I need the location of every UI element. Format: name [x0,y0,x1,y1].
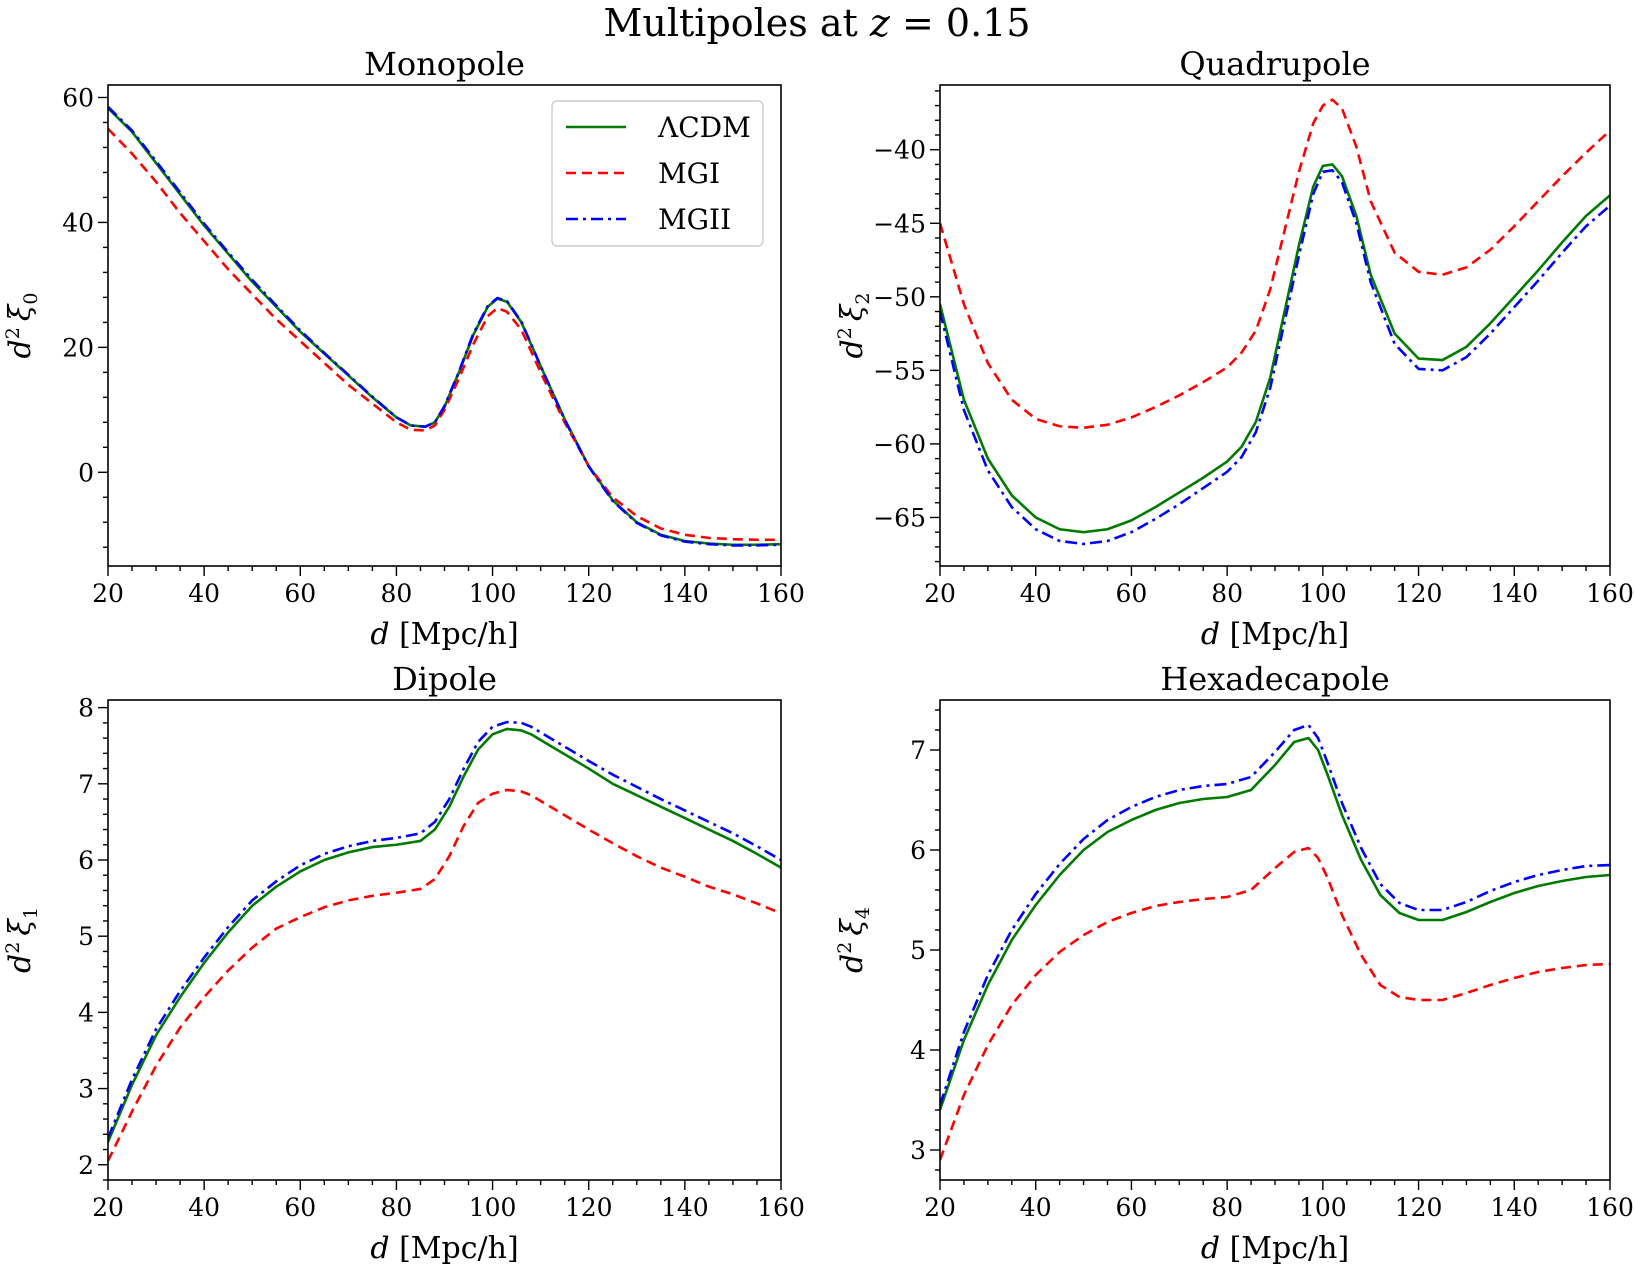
x-axis-label: d [Mpc/h] [370,617,518,652]
x-axis-label: d [Mpc/h] [1201,617,1349,652]
series-line-mgii [108,105,781,547]
y-axis-label: d2ξ0 [2,293,42,359]
x-tick-label: 60 [1116,579,1148,608]
y-tick-label: −45 [873,209,926,238]
y-tick-label: 5 [78,922,94,951]
y-tick-label: 2 [78,1151,94,1180]
axes-frame [939,84,1611,567]
y-tick-label: 6 [910,836,926,865]
panel-monopole: Monopole 20 40 60 80 100 120 140 160 0 20 40 60 d [Mp… [2,45,805,652]
y-tick-label: 7 [910,736,926,765]
legend-label: MGI [658,157,720,190]
x-tick-label: 100 [1299,579,1347,608]
x-tick-label: 80 [1211,1193,1243,1222]
series-line-mgi [108,788,781,1162]
figure-title: Multipoles at z = 0.15 [603,1,1030,45]
legend-label: ΛCDM [657,111,751,144]
legend-label: MGII [658,203,731,236]
series-line-mgi [940,846,1610,1161]
axes-frame [939,699,1611,1181]
x-tick-label: 80 [381,1193,413,1222]
x-tick-label: 20 [924,1193,956,1222]
axes-frame [107,699,782,1181]
panels-group: Monopole 20 40 60 80 100 120 140 160 0 20 40 60 d [Mp… [2,45,1634,1266]
x-tick-label: 40 [188,579,220,608]
series-line-lcdm [940,163,1610,534]
x-tick-label: 120 [565,1193,613,1222]
panel-title: Hexadecapole [1160,660,1389,698]
x-tick-label: 160 [757,1193,805,1222]
y-tick-label: 0 [78,458,94,487]
panel-hexadecapole: Hexadecapole 20 40 60 80 100 120 140 160 3 4 5 6 7 d [… [834,660,1634,1266]
y-tick-label: 20 [62,333,94,362]
panel-quadrupole: Quadrupole 20 40 60 80 100 120 140 160 −65 −60 −55 −… [834,45,1634,652]
y-tick-label: 4 [910,1036,926,1065]
x-tick-label: 100 [469,579,517,608]
y-tick-label: −55 [873,356,926,385]
series-line-mgi [940,98,1610,430]
x-tick-label: 20 [92,579,124,608]
x-tick-label: 140 [661,579,709,608]
x-tick-label: 40 [188,1193,220,1222]
x-tick-label: 120 [1395,1193,1443,1222]
y-tick-label: 40 [62,208,94,237]
x-tick-label: 160 [757,579,805,608]
y-tick-label: −60 [873,430,926,459]
x-axis-label: d [Mpc/h] [370,1231,518,1266]
series-line-mgii [940,723,1610,1106]
x-axis-label: d [Mpc/h] [1201,1231,1349,1266]
y-tick-label: −50 [873,283,926,312]
x-tick-label: 120 [565,579,613,608]
x-tick-label: 120 [1395,579,1443,608]
x-tick-label: 40 [1020,1193,1052,1222]
series-line-mgii [940,169,1610,546]
legend-box [551,100,764,247]
y-tick-label: 6 [78,846,94,875]
panel-dipole: Dipole 20 40 60 80 100 120 140 160 2 3 4 5 6 7 8 d [Mpc/… [2,660,805,1266]
panel-title: Monopole [364,45,525,83]
x-tick-label: 160 [1586,1193,1634,1222]
series-line-mgi [108,127,781,542]
x-tick-label: 80 [1211,579,1243,608]
y-axis-label: d2ξ2 [834,293,874,359]
x-tick-label: 60 [1116,1193,1148,1222]
y-tick-label: 60 [62,83,94,112]
x-tick-label: 40 [1020,579,1052,608]
y-tick-label: −65 [873,503,926,532]
y-tick-label: 3 [78,1075,94,1104]
y-tick-label: 7 [78,770,94,799]
y-tick-label: 4 [78,998,94,1027]
x-tick-label: 160 [1586,579,1634,608]
x-tick-label: 60 [284,1193,316,1222]
y-axis-label: d2ξ1 [2,907,42,973]
y-tick-label: 5 [910,936,926,965]
series-line-lcdm [108,727,781,1143]
x-tick-label: 140 [1490,579,1538,608]
y-tick-label: 3 [910,1136,926,1165]
panel-title: Dipole [392,660,497,698]
series-line-lcdm [940,736,1610,1111]
x-tick-label: 60 [284,579,316,608]
x-tick-label: 80 [381,579,413,608]
x-tick-label: 140 [661,1193,709,1222]
x-tick-label: 20 [924,579,956,608]
legend: ΛCDM MGI MGII [551,100,764,247]
y-tick-label: 8 [78,694,94,723]
x-tick-label: 100 [469,1193,517,1222]
x-tick-label: 100 [1299,1193,1347,1222]
y-tick-label: −40 [873,136,926,165]
x-tick-label: 140 [1490,1193,1538,1222]
panel-title: Quadrupole [1179,45,1370,83]
y-axis-label: d2ξ4 [834,907,874,973]
x-tick-label: 20 [92,1193,124,1222]
series-line-mgii [108,720,781,1139]
